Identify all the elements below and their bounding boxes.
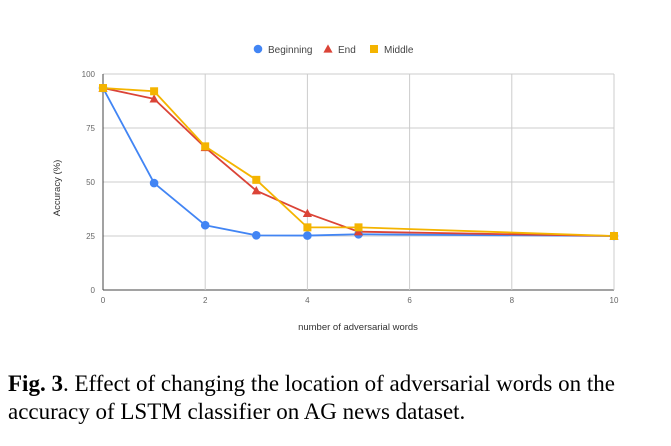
point-middle-4 [303, 223, 312, 232]
point-beginning-1 [149, 178, 159, 188]
y-tick-label-25: 25 [86, 232, 95, 241]
caption-text: . Effect of changing the location of adv… [8, 371, 615, 424]
series-lines [102, 87, 615, 237]
x-tick-label-0: 0 [101, 296, 106, 305]
x-tick-label-4: 4 [305, 296, 310, 305]
x-tick-label-8: 8 [510, 296, 515, 305]
series-line-middle [102, 87, 615, 237]
legend-marker-beginning [253, 44, 263, 54]
x-axis-title: number of adversarial words [298, 322, 418, 333]
grid-lines [102, 73, 615, 291]
point-beginning-2 [200, 220, 210, 230]
series-line-beginning [102, 87, 615, 237]
point-middle-2 [201, 142, 210, 151]
legend-label-middle: Middle [384, 45, 414, 56]
legend: Beginning End Middle [253, 44, 414, 56]
figure-caption: Fig. 3. Effect of changing the location … [8, 370, 664, 426]
point-middle-1 [150, 87, 159, 96]
point-end-4 [302, 208, 312, 217]
point-middle-10 [610, 232, 618, 240]
point-beginning-3 [251, 231, 261, 240]
legend-marker-end [323, 44, 333, 53]
figure-label: Fig. 3 [8, 371, 63, 396]
x-tick-label-6: 6 [407, 296, 412, 305]
x-tick-label-10: 10 [610, 296, 619, 305]
point-end-3 [251, 186, 261, 195]
series-line-end [102, 87, 615, 237]
series-markers [98, 83, 619, 241]
point-end-1 [149, 94, 159, 103]
legend-label-beginning: Beginning [268, 45, 312, 56]
line-chart: 0 25 50 75 100 0 2 4 6 8 10 Accuracy (%) number of… [52, 44, 619, 333]
legend-marker-middle [370, 45, 378, 53]
legend-label-end: End [338, 45, 356, 56]
point-middle-5 [354, 223, 363, 232]
y-axis-title: Accuracy (%) [52, 160, 63, 216]
y-tick-label-100: 100 [82, 70, 96, 79]
y-tick-label-75: 75 [86, 124, 95, 133]
point-middle-0 [99, 84, 107, 93]
y-tick-label-50: 50 [86, 178, 95, 187]
point-middle-3 [252, 175, 261, 184]
point-beginning-4 [303, 231, 312, 240]
tick-labels: 0 25 50 75 100 0 2 4 6 8 10 [82, 70, 619, 305]
y-tick-label-0: 0 [91, 286, 96, 295]
x-tick-label-2: 2 [203, 296, 208, 305]
